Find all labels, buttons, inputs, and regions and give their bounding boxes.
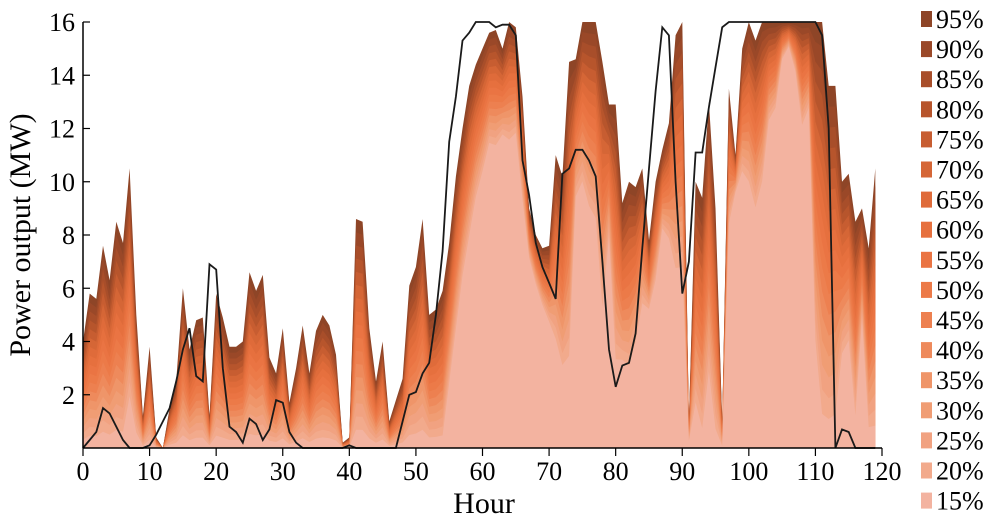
x-tick-label: 100 bbox=[729, 457, 768, 486]
legend-label: 95% bbox=[936, 5, 984, 34]
x-axis-title: Hour bbox=[453, 487, 515, 520]
x-tick-label: 30 bbox=[270, 457, 296, 486]
legend-label: 30% bbox=[936, 396, 984, 425]
legend-swatch bbox=[921, 101, 932, 118]
legend-swatch bbox=[921, 191, 932, 208]
legend-swatch bbox=[921, 41, 932, 58]
legend-swatch bbox=[921, 71, 932, 88]
y-tick-label: 6 bbox=[62, 274, 75, 303]
y-tick-label: 12 bbox=[49, 115, 75, 144]
legend-label: 70% bbox=[936, 156, 984, 185]
x-ticks: 0 10 20 30 40 50 60 70 80 90 100 110 120 bbox=[77, 448, 902, 486]
legend-label: 45% bbox=[936, 306, 984, 335]
x-tick-label: 60 bbox=[470, 457, 496, 486]
legend-label: 25% bbox=[936, 426, 984, 455]
x-tick-label: 120 bbox=[863, 457, 902, 486]
legend-swatch bbox=[921, 312, 932, 328]
quantile-bands bbox=[83, 22, 876, 449]
quantile-band-15pct bbox=[83, 46, 876, 448]
legend-label: 50% bbox=[936, 276, 984, 305]
legend-swatch bbox=[921, 492, 932, 509]
x-tick-label: 40 bbox=[336, 457, 362, 486]
x-tick-label: 20 bbox=[203, 457, 229, 486]
legend-swatch bbox=[921, 131, 932, 148]
y-tick-label: 4 bbox=[62, 328, 75, 357]
legend-swatch bbox=[921, 402, 932, 419]
x-tick-label: 90 bbox=[669, 457, 695, 486]
legend-swatch bbox=[921, 342, 932, 359]
legend-label: 35% bbox=[936, 366, 984, 395]
legend: 95%90%85%80%75%70%65%60%55%50%45%40%35%3… bbox=[921, 5, 984, 516]
legend-label: 20% bbox=[936, 457, 984, 486]
legend-label: 75% bbox=[936, 125, 984, 154]
legend-label: 65% bbox=[936, 186, 984, 215]
legend-swatch bbox=[921, 372, 932, 389]
legend-swatch bbox=[921, 462, 932, 479]
legend-label: 55% bbox=[936, 246, 984, 275]
y-tick-label: 8 bbox=[62, 221, 75, 250]
y-ticks: 2 4 6 8 10 12 14 16 bbox=[49, 8, 90, 410]
y-tick-label: 10 bbox=[49, 168, 75, 197]
x-tick-label: 0 bbox=[77, 457, 90, 486]
legend-label: 80% bbox=[936, 95, 984, 124]
actual-output-line bbox=[82, 21, 876, 449]
legend-swatch bbox=[921, 161, 932, 178]
x-tick-label: 80 bbox=[603, 457, 629, 486]
legend-label: 40% bbox=[936, 336, 984, 365]
legend-swatch bbox=[921, 281, 932, 298]
x-tick-label: 50 bbox=[403, 457, 429, 486]
legend-label: 15% bbox=[936, 487, 984, 516]
y-tick-label: 2 bbox=[62, 381, 75, 410]
y-tick-label: 14 bbox=[49, 61, 75, 90]
legend-label: 60% bbox=[936, 216, 984, 245]
legend-swatch bbox=[921, 251, 932, 268]
legend-label: 90% bbox=[936, 35, 984, 64]
legend-label: 85% bbox=[936, 65, 984, 94]
legend-swatch bbox=[921, 221, 932, 238]
x-tick-label: 70 bbox=[536, 457, 562, 486]
x-tick-label: 110 bbox=[796, 457, 834, 486]
x-tick-label: 10 bbox=[137, 457, 163, 486]
y-tick-label: 16 bbox=[49, 8, 75, 37]
legend-swatch bbox=[921, 432, 932, 449]
y-axis-title: Power output (MW) bbox=[4, 113, 37, 356]
legend-swatch bbox=[921, 11, 932, 27]
